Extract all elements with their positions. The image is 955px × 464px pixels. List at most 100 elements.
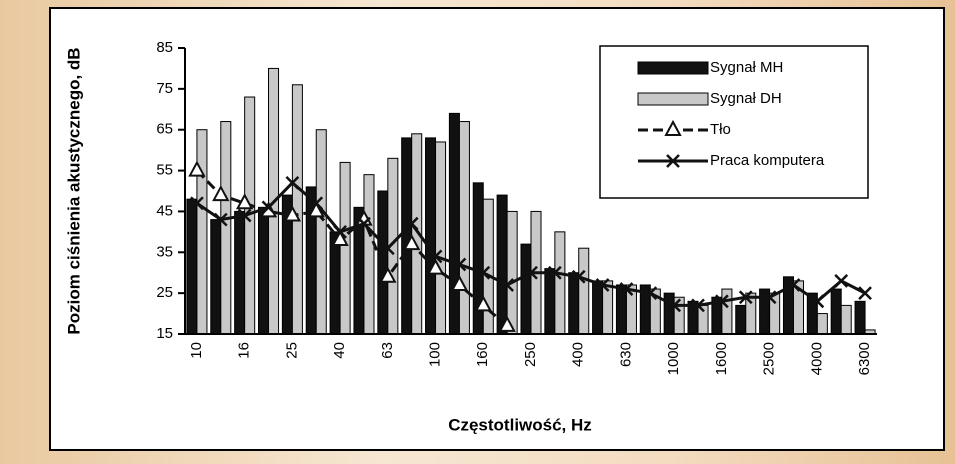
marker-x xyxy=(786,278,801,292)
x-tick-label: 2500 xyxy=(761,342,778,375)
x-tick-label: 100 xyxy=(427,342,444,367)
bar xyxy=(401,137,413,335)
y-tick-label: 65 xyxy=(156,121,173,138)
marker-x xyxy=(500,278,515,292)
marker-x xyxy=(524,265,538,280)
bar xyxy=(554,231,566,335)
bar xyxy=(816,313,828,335)
y-axis-label: Poziom ciśnienia akustycznego, dB xyxy=(64,47,83,334)
marker-x xyxy=(404,216,419,231)
bar xyxy=(458,121,470,335)
bar xyxy=(220,121,232,335)
bar xyxy=(196,129,208,335)
x-tick-label: 1600 xyxy=(713,342,730,375)
x-tick-label: 40 xyxy=(331,342,348,359)
bar xyxy=(257,206,270,335)
legend-swatch xyxy=(637,92,709,106)
x-tick-label: 4000 xyxy=(808,342,825,375)
bar xyxy=(363,174,375,335)
marker-x xyxy=(715,294,729,309)
marker-x xyxy=(571,269,586,284)
marker-x xyxy=(190,196,204,211)
marker-x xyxy=(428,249,443,264)
marker-x xyxy=(452,257,467,272)
x-tick-label: 400 xyxy=(570,342,587,367)
marker-x xyxy=(834,274,849,288)
x-tick-label: 250 xyxy=(522,342,539,367)
marker-x xyxy=(667,298,682,313)
marker-x xyxy=(309,196,324,211)
marker-x xyxy=(285,175,300,190)
legend: Sygnał MH Sygnał DH Tło Praca komputera xyxy=(599,45,869,199)
bar xyxy=(830,288,842,335)
marker-x xyxy=(380,241,395,256)
y-tick-label: 25 xyxy=(156,284,173,301)
x-tick-label: 1000 xyxy=(665,342,682,375)
x-tick-label: 63 xyxy=(379,342,396,359)
bar xyxy=(425,137,437,335)
legend-label: Praca komputera xyxy=(710,152,825,169)
bar xyxy=(448,112,460,335)
marker-triangle xyxy=(331,229,349,247)
marker-x xyxy=(333,224,347,239)
marker-x xyxy=(547,265,562,280)
legend-swatch xyxy=(637,61,709,75)
y-tick-label: 35 xyxy=(156,243,173,260)
marker-x xyxy=(237,208,252,223)
legend-label: Tło xyxy=(710,121,731,138)
marker-x xyxy=(738,290,753,305)
bar xyxy=(578,247,590,335)
marker-x xyxy=(595,278,610,292)
y-tick-label: 45 xyxy=(156,202,173,219)
marker-triangle xyxy=(403,234,421,251)
marker-x xyxy=(666,154,680,168)
bar xyxy=(840,304,852,335)
marker-triangle xyxy=(450,274,469,291)
bar xyxy=(234,210,246,335)
x-tick-label: 630 xyxy=(617,342,634,367)
x-tick-label: 160 xyxy=(474,342,491,367)
bar xyxy=(315,129,327,335)
bar xyxy=(520,243,532,335)
bar xyxy=(186,198,198,335)
marker-x xyxy=(619,282,634,296)
marker-triangle xyxy=(474,295,492,312)
x-axis-label: Częstotliwość, Hz xyxy=(448,415,592,434)
x-tick-label: 16 xyxy=(236,342,253,359)
marker-x xyxy=(691,298,705,313)
marker-triangle xyxy=(379,266,397,283)
marker-x xyxy=(858,286,872,301)
bar xyxy=(735,304,747,335)
y-tick-label: 85 xyxy=(156,39,173,56)
marker-x xyxy=(476,265,491,280)
marker-x xyxy=(643,286,658,301)
marker-triangle xyxy=(235,193,254,210)
marker-triangle xyxy=(307,201,325,218)
y-tick-label: 55 xyxy=(156,162,173,179)
marker-triangle xyxy=(664,119,682,136)
bar xyxy=(496,194,508,335)
marker-triangle xyxy=(498,315,516,332)
x-tick-label: 10 xyxy=(188,342,205,359)
marker-x xyxy=(357,216,371,231)
bar xyxy=(329,231,341,335)
bar xyxy=(854,300,866,335)
legend-label: Sygnał MH xyxy=(710,59,783,76)
bar xyxy=(435,141,447,335)
marker-x xyxy=(213,212,228,227)
marker-triangle xyxy=(426,258,445,275)
bar xyxy=(210,219,222,335)
marker-x xyxy=(261,200,276,215)
bar xyxy=(506,210,518,335)
marker-x xyxy=(810,294,825,309)
y-tick-label: 75 xyxy=(156,80,173,97)
marker-x xyxy=(762,290,777,305)
marker-triangle xyxy=(212,184,230,202)
marker-triangle xyxy=(188,160,206,177)
x-tick-label: 25 xyxy=(283,342,300,359)
x-tick-label: 6300 xyxy=(856,342,873,375)
y-tick-label: 15 xyxy=(156,325,173,342)
marker-triangle xyxy=(283,205,302,222)
